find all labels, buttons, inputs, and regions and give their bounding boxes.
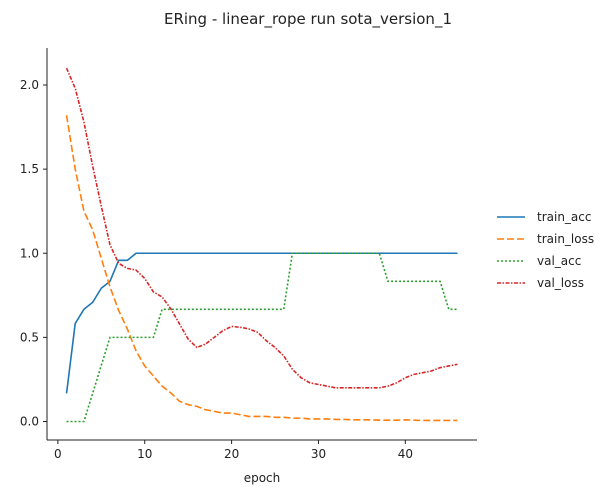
legend-label-val-acc: val_acc xyxy=(537,254,581,268)
series-line-val-acc xyxy=(66,252,458,423)
x-tick-label: 0 xyxy=(54,447,62,461)
y-tick-label: 2.0 xyxy=(20,78,39,92)
x-axis-label: epoch xyxy=(244,471,281,485)
x-tick-label: 30 xyxy=(311,447,326,461)
series-line-train-loss xyxy=(65,115,458,422)
legend: train_acc train_loss val_acc val_loss xyxy=(497,210,594,290)
legend-label-train-loss: train_loss xyxy=(537,232,594,246)
x-axis-ticks: 0 10 20 30 40 xyxy=(54,440,413,461)
y-tick-label: 1.5 xyxy=(20,162,39,176)
series-line-train-acc xyxy=(65,252,458,394)
x-tick-label: 40 xyxy=(398,447,413,461)
y-axis-ticks: 0.0 0.5 1.0 1.5 2.0 xyxy=(20,78,47,428)
x-tick-label: 10 xyxy=(137,447,152,461)
y-tick-label: 0.5 xyxy=(20,330,39,344)
legend-label-train-acc: train_acc xyxy=(537,210,591,224)
legend-label-val-loss: val_loss xyxy=(537,276,584,290)
x-tick-label: 20 xyxy=(224,447,239,461)
axes xyxy=(46,48,477,441)
y-tick-label: 0.0 xyxy=(20,414,39,428)
series-lines xyxy=(65,67,458,423)
chart-title: ERing - linear_rope run sota_version_1 xyxy=(164,10,452,29)
y-tick-label: 1.0 xyxy=(20,246,39,260)
series-line-val-loss xyxy=(65,67,458,389)
